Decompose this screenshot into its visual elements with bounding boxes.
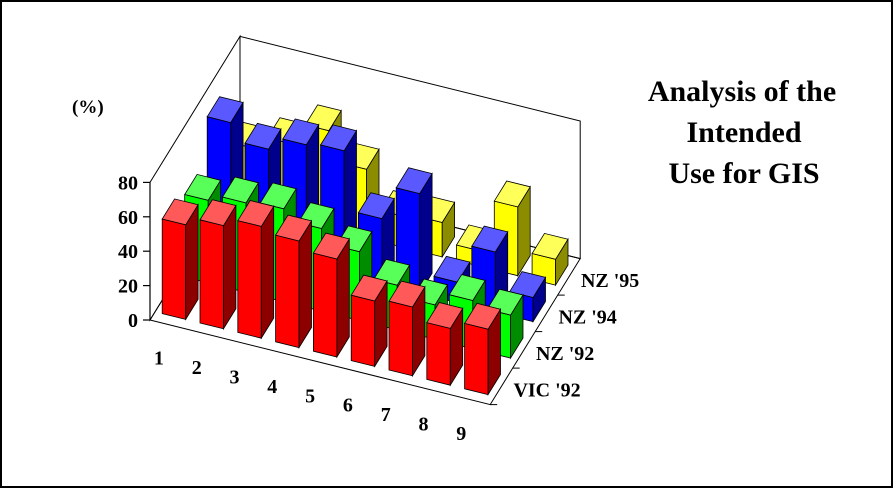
bar xyxy=(350,274,388,368)
y-tick-label: 0 xyxy=(128,310,138,332)
bar-side-face xyxy=(260,204,275,340)
bar-top-face xyxy=(274,214,313,242)
bar-top-face xyxy=(319,124,358,152)
x-axis-labels: 1 2 3 4 5 6 7 8 9 xyxy=(154,348,466,445)
bar-top-face xyxy=(373,258,411,286)
y-tick-label: 80 xyxy=(118,172,138,194)
y-axis: 0 20 40 60 80 xyxy=(118,172,151,332)
x-tick-label: 1 xyxy=(154,348,164,370)
bar xyxy=(426,302,464,387)
bar-top-face xyxy=(395,167,433,195)
series-label: VIC '92 xyxy=(513,379,580,401)
x-tick-label: 8 xyxy=(419,414,429,436)
bar xyxy=(463,302,502,397)
title-line-2: Intended xyxy=(686,116,801,149)
y-axis-unit-label: (%) xyxy=(72,97,104,118)
bar xyxy=(388,280,426,378)
bar-front-face xyxy=(388,300,413,377)
series-label: NZ '94 xyxy=(558,306,616,328)
bar-top-face xyxy=(244,122,282,150)
bar-top-face xyxy=(184,173,222,201)
bar-top-face xyxy=(199,199,237,227)
bar-top-face xyxy=(531,232,569,260)
bar xyxy=(199,199,237,331)
title-line-1: Analysis of the xyxy=(648,75,836,108)
bar-top-face xyxy=(426,302,464,329)
bar-side-face xyxy=(298,219,312,350)
title-line-3: Use for GIS xyxy=(668,157,819,190)
bar-front-face xyxy=(426,322,451,386)
bar-top-face xyxy=(259,182,297,210)
bar-top-face xyxy=(508,271,547,298)
bar-front-face xyxy=(161,218,187,320)
bar-front-face xyxy=(312,252,338,358)
y-tick-label: 20 xyxy=(118,276,138,298)
bar-side-face xyxy=(223,204,237,331)
bar-front-face xyxy=(464,322,489,396)
bar-front-face xyxy=(237,220,262,339)
bar-top-face xyxy=(357,192,395,220)
x-tick-label: 7 xyxy=(381,404,391,426)
bar xyxy=(312,232,350,359)
bar-top-face xyxy=(221,176,260,204)
bar-top-face xyxy=(312,232,350,260)
bar-top-face xyxy=(471,225,509,253)
bar xyxy=(274,214,313,350)
bar-top-face xyxy=(282,118,320,146)
bar-top-face xyxy=(206,96,244,124)
x-tick-label: 2 xyxy=(192,357,202,379)
bar-front-face xyxy=(275,234,300,349)
bar-front-face xyxy=(350,294,376,367)
y-tick-label: 40 xyxy=(118,241,138,263)
series-label: NZ '92 xyxy=(536,343,594,365)
bar-top-face xyxy=(161,198,199,226)
bars-layer xyxy=(161,96,569,397)
bar-side-face xyxy=(419,172,433,295)
bar-front-face xyxy=(199,219,224,330)
x-tick-label: 9 xyxy=(456,423,466,445)
bar-top-face xyxy=(237,200,275,227)
x-tick-label: 3 xyxy=(230,367,240,389)
bar-top-face xyxy=(388,280,426,308)
x-tick-label: 4 xyxy=(267,376,277,398)
bar xyxy=(161,198,199,321)
series-label: NZ '95 xyxy=(581,270,639,292)
y-tick-label: 60 xyxy=(118,207,138,229)
bar-top-face xyxy=(493,180,531,208)
bar xyxy=(237,200,275,340)
chart-title: Analysis of the Intended Use for GIS xyxy=(648,75,836,190)
x-tick-label: 6 xyxy=(343,395,353,417)
bar-top-face xyxy=(463,302,502,330)
series-labels: VIC '92 NZ '92 NZ '94 NZ '95 xyxy=(490,270,639,406)
bar-top-face xyxy=(448,274,486,301)
bar-top-face xyxy=(350,274,388,302)
x-tick-label: 5 xyxy=(305,385,315,407)
